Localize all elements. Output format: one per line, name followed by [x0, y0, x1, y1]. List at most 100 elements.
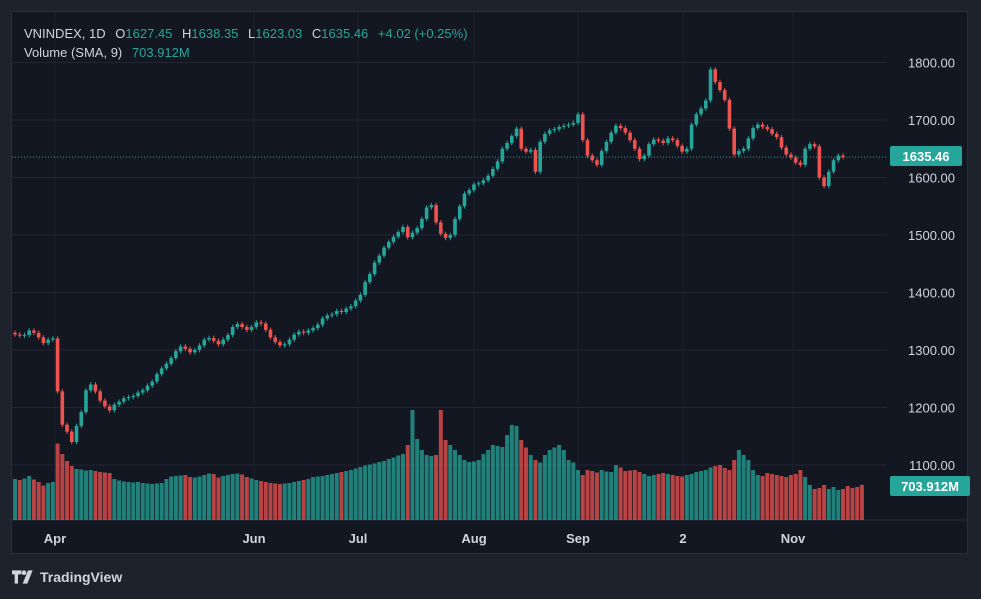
- volume-bar: [604, 471, 609, 520]
- candle-body: [150, 381, 155, 386]
- volume-bar: [528, 455, 533, 520]
- candle-body: [623, 128, 628, 133]
- volume-bar: [594, 472, 599, 520]
- volume-bar: [334, 473, 339, 520]
- volume-bar: [60, 454, 65, 520]
- volume-bar: [74, 469, 79, 520]
- volume-bar: [107, 473, 112, 520]
- candle-body: [547, 130, 552, 134]
- volume-bar: [788, 475, 793, 520]
- volume-bar: [429, 456, 434, 520]
- volume-bar: [632, 470, 637, 520]
- y-tick-label: 1200.00: [908, 401, 955, 416]
- candle-body: [604, 141, 609, 152]
- volume-bar: [462, 460, 467, 520]
- volume-bar: [159, 483, 164, 520]
- candle-body: [292, 334, 296, 340]
- volume-bar: [145, 483, 150, 520]
- volume-bar: [244, 477, 249, 520]
- volume-value: 703.912M: [131, 45, 190, 60]
- candle-body: [183, 346, 188, 349]
- volume-bar: [552, 447, 557, 520]
- candle-body: [694, 114, 699, 125]
- last-volume-badge-text: 703.912M: [901, 479, 959, 494]
- volume-bar: [17, 480, 22, 520]
- volume-bar: [500, 447, 505, 520]
- volume-bar: [353, 468, 358, 520]
- volume-bar: [859, 484, 864, 520]
- volume-bar: [599, 470, 604, 520]
- volume-bar: [363, 465, 368, 520]
- tradingview-logo[interactable]: TradingView: [12, 567, 122, 587]
- volume-bar: [760, 476, 765, 520]
- candle-body: [424, 207, 429, 219]
- time-axis[interactable]: Apr Jun Jul Aug Sep 2 Nov: [44, 531, 806, 546]
- volume-bar: [684, 475, 689, 520]
- symbol-label[interactable]: VNINDEX, 1D: [24, 26, 106, 41]
- candle-body: [495, 161, 500, 169]
- x-tick-label: Apr: [44, 531, 66, 546]
- candle-body: [60, 391, 65, 425]
- last-volume-badge: [890, 476, 970, 496]
- volume-bar: [812, 489, 817, 520]
- candle-body: [628, 132, 632, 141]
- candle-body: [349, 306, 353, 309]
- candle-body: [273, 337, 278, 342]
- candle-body: [46, 339, 50, 344]
- volume-bar: [637, 472, 642, 520]
- candle-body: [188, 348, 192, 353]
- candle-body: [145, 385, 150, 391]
- candle-body: [443, 233, 448, 238]
- candle-body: [249, 327, 254, 330]
- volume-bar: [197, 476, 202, 520]
- volume-bar: [665, 474, 670, 520]
- candle-body: [817, 146, 822, 178]
- candle-body: [703, 100, 708, 109]
- volume-bar: [140, 483, 145, 520]
- candle-body: [429, 205, 434, 208]
- candle-body: [462, 193, 467, 207]
- candle-body: [98, 391, 102, 401]
- volume-bar: [192, 477, 197, 520]
- candle-body: [259, 322, 263, 324]
- candle-body: [476, 183, 481, 185]
- candle-body: [169, 358, 173, 364]
- volume-bar: [784, 477, 789, 520]
- candle-body: [311, 328, 315, 331]
- candle-body: [131, 396, 136, 398]
- candle-body: [301, 331, 306, 333]
- y-tick-label: 1800.00: [908, 56, 955, 71]
- price-axis[interactable]: 1100.00 1200.00 1300.00 1400.00 1500.00 1600.…: [908, 56, 955, 474]
- candle-body: [718, 82, 722, 91]
- volume-bar: [647, 476, 652, 520]
- candle-body: [391, 236, 396, 242]
- volume-bar: [301, 480, 306, 520]
- volume-bar: [230, 474, 235, 520]
- volume-bar: [277, 484, 282, 520]
- volume-bar: [509, 425, 514, 520]
- volume-label[interactable]: Volume (SMA, 9): [24, 45, 123, 60]
- candle-body: [334, 310, 339, 315]
- candle-body: [65, 424, 69, 432]
- candle-body: [282, 344, 287, 346]
- volume-bar: [117, 480, 122, 520]
- volume-bar: [751, 470, 756, 520]
- volume-bar: [400, 454, 405, 520]
- candle-body: [661, 140, 666, 143]
- volume-bar: [424, 455, 429, 520]
- candle-body: [268, 329, 273, 338]
- volume-bar: [415, 439, 420, 520]
- volume-bar: [339, 472, 344, 520]
- volume-bar: [405, 445, 410, 520]
- low-value: 1623.03: [255, 26, 303, 41]
- candle-body: [164, 363, 169, 369]
- last-price-badge: [890, 146, 962, 166]
- volume-bar: [580, 475, 585, 520]
- candle-body: [126, 397, 131, 399]
- candle-body: [330, 314, 334, 316]
- candle-body: [297, 331, 301, 335]
- candle-body: [420, 218, 424, 229]
- candle-body: [666, 138, 670, 143]
- candle-body: [41, 337, 46, 344]
